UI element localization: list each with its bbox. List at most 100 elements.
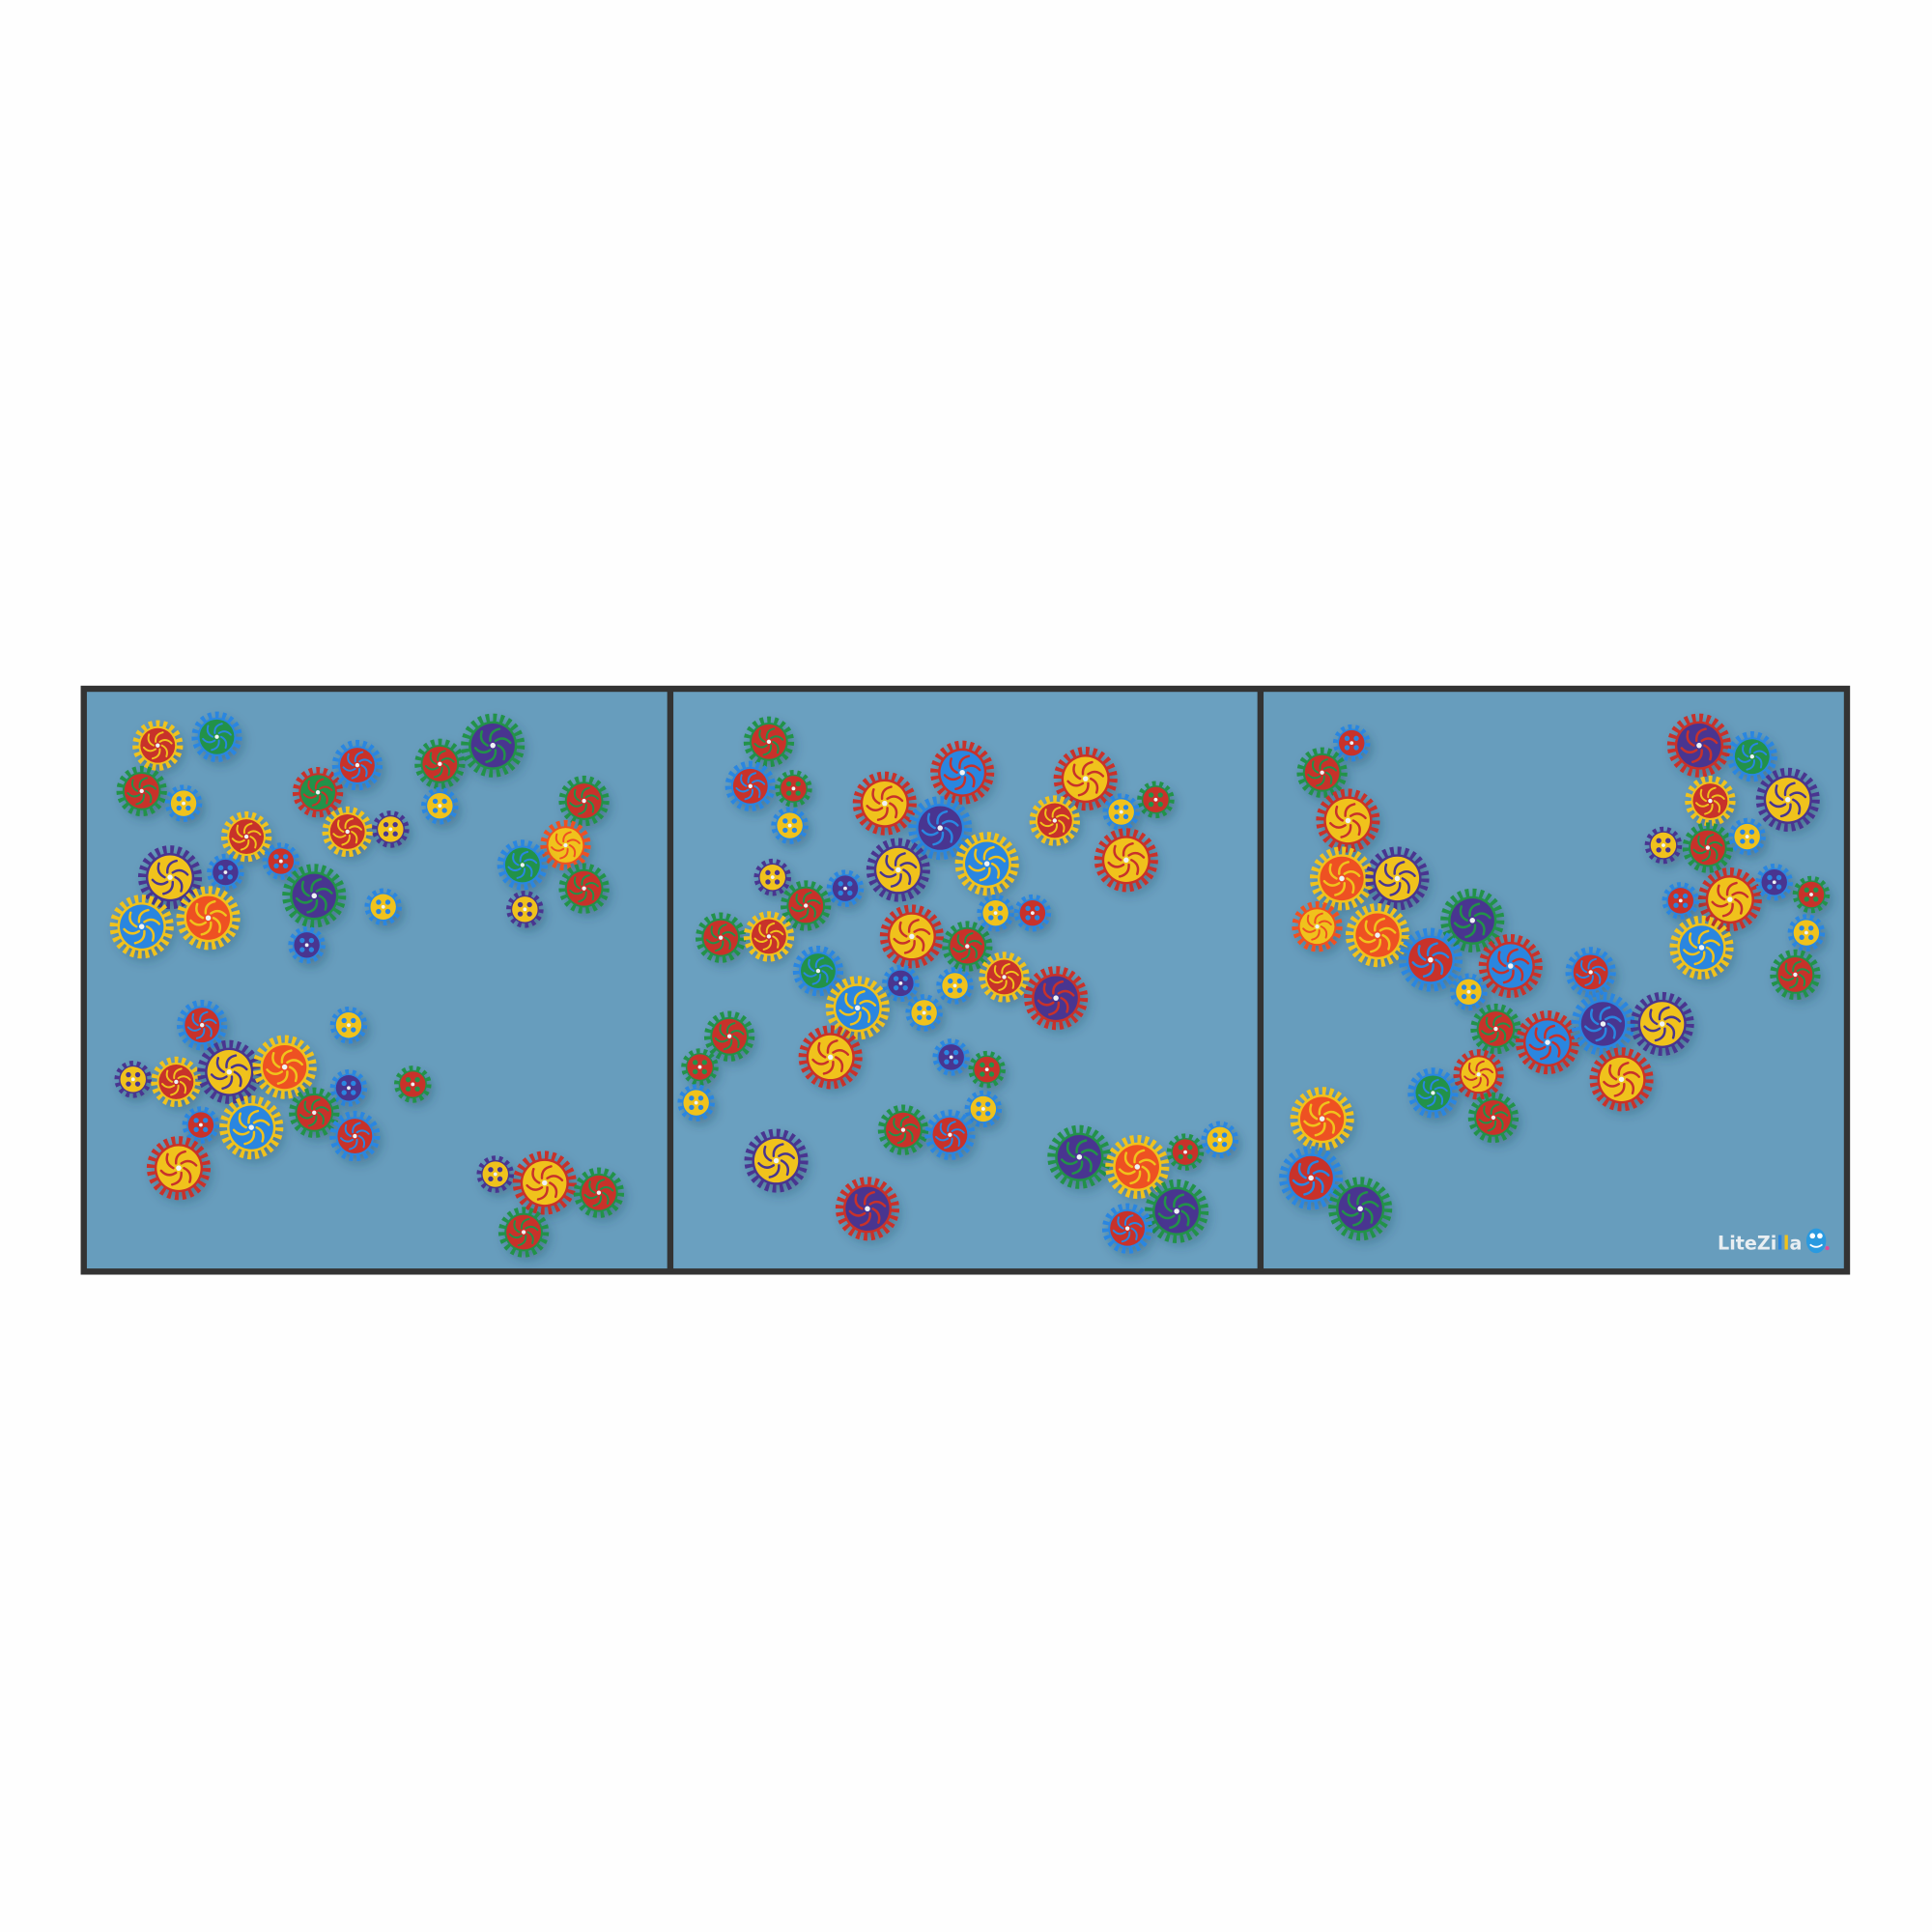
gear-icon bbox=[461, 713, 526, 778]
gear-icon bbox=[753, 858, 792, 896]
gear-icon bbox=[1467, 1092, 1520, 1144]
gear-icon bbox=[364, 888, 402, 926]
gear-icon bbox=[146, 1136, 212, 1201]
gear-icon bbox=[329, 1068, 368, 1107]
brand-logo: LiteZilla bbox=[1718, 1228, 1830, 1254]
gear-icon bbox=[696, 912, 747, 963]
gear-icon bbox=[497, 1207, 550, 1258]
gear-icon bbox=[1697, 867, 1762, 932]
gear-icon bbox=[1166, 1133, 1205, 1171]
mascot-icon bbox=[1805, 1228, 1830, 1254]
gear-icon bbox=[1328, 1177, 1393, 1241]
gear-icon bbox=[322, 806, 373, 858]
gear-icon bbox=[197, 1039, 262, 1104]
gear-icon bbox=[1571, 991, 1635, 1057]
gear-icon bbox=[1105, 1134, 1170, 1199]
gear-icon bbox=[852, 771, 917, 836]
gear-icon bbox=[1345, 903, 1410, 968]
gear-icon bbox=[1094, 828, 1158, 893]
gear-icon bbox=[372, 810, 410, 848]
logo-letter-yellow: l bbox=[1783, 1232, 1790, 1254]
gear-icon bbox=[930, 740, 995, 805]
gear-icon bbox=[1309, 846, 1375, 911]
gear-icon bbox=[1365, 846, 1430, 911]
gear-icon bbox=[1316, 788, 1380, 853]
gear-icon bbox=[1728, 817, 1766, 856]
gear-icon bbox=[835, 1177, 900, 1241]
gear-icon bbox=[1755, 767, 1820, 832]
gear-icon bbox=[151, 1056, 202, 1108]
gear-icon bbox=[1296, 747, 1348, 798]
logo-text: LiteZi bbox=[1718, 1232, 1776, 1254]
gear-icon bbox=[781, 880, 832, 931]
gear-icon bbox=[1201, 1121, 1239, 1159]
gear-icon bbox=[116, 765, 167, 817]
gear-icon bbox=[905, 994, 943, 1032]
gear-icon bbox=[252, 1035, 317, 1099]
gear-icon bbox=[1787, 914, 1826, 952]
gear-icon bbox=[1101, 1203, 1153, 1254]
gear-icon bbox=[1685, 775, 1736, 827]
gear-icon bbox=[1478, 933, 1543, 999]
gear-icon bbox=[1666, 713, 1731, 778]
gear-icon bbox=[558, 775, 610, 827]
gear-icon bbox=[703, 1010, 755, 1062]
gear-icon bbox=[292, 766, 344, 818]
gear-icon bbox=[1662, 882, 1700, 920]
gear-icon bbox=[176, 886, 241, 951]
gear-icon bbox=[220, 810, 272, 863]
svg-text:LiteZilla: LiteZilla bbox=[1718, 1232, 1802, 1254]
gear-icon bbox=[394, 1065, 432, 1103]
gear-icon bbox=[1029, 795, 1081, 846]
gear-icon bbox=[908, 796, 973, 861]
gear-icon bbox=[968, 1050, 1006, 1089]
gear-icon bbox=[924, 1109, 976, 1160]
gear-icon bbox=[681, 1048, 719, 1086]
gear-icon bbox=[1644, 826, 1683, 865]
gear-icon bbox=[331, 739, 384, 791]
gear-icon bbox=[1565, 947, 1616, 998]
gear-icon bbox=[877, 1104, 929, 1155]
gear-icon bbox=[132, 720, 184, 771]
gear-icon bbox=[743, 716, 795, 768]
gear-icon bbox=[1047, 1124, 1112, 1189]
gear-icon bbox=[1137, 781, 1175, 819]
gear-icon bbox=[1589, 1047, 1654, 1112]
gear-icon bbox=[177, 1000, 228, 1051]
gear-icon bbox=[114, 1061, 153, 1098]
gear-icon bbox=[289, 1087, 340, 1138]
gear-icon bbox=[879, 904, 944, 969]
gear-icon bbox=[744, 1128, 809, 1193]
gear-icon bbox=[1398, 927, 1463, 992]
gear-icon bbox=[1669, 915, 1734, 980]
gear-icon bbox=[1332, 724, 1371, 762]
gear-icon bbox=[979, 952, 1030, 1003]
gear-icon bbox=[826, 869, 865, 907]
gear-icon bbox=[1102, 793, 1140, 831]
gear-icon bbox=[942, 921, 993, 972]
gear-icon bbox=[1515, 1010, 1580, 1075]
gear-icon bbox=[1630, 991, 1694, 1057]
gear-icon bbox=[1292, 901, 1343, 952]
gear-icon bbox=[1145, 1179, 1209, 1243]
gear-icon bbox=[1726, 730, 1777, 782]
gear-icon bbox=[164, 784, 203, 822]
panel-3 bbox=[1263, 692, 1844, 1268]
gear-icon bbox=[262, 842, 300, 880]
gear-icon bbox=[724, 760, 776, 811]
gear-icon bbox=[825, 976, 890, 1040]
gear-icon bbox=[1770, 949, 1821, 1001]
gear-icon bbox=[866, 838, 930, 902]
gear-icon bbox=[954, 832, 1019, 896]
gear-icon bbox=[414, 738, 466, 789]
gear-icon bbox=[677, 1084, 715, 1122]
gear-icon bbox=[329, 1006, 368, 1044]
gear-icon bbox=[1279, 1146, 1344, 1210]
gear-icon bbox=[421, 786, 459, 825]
logo-letter: a bbox=[1789, 1232, 1802, 1254]
gear-icon bbox=[1053, 747, 1118, 811]
gear-icon bbox=[540, 819, 591, 871]
gear-icon bbox=[1682, 822, 1734, 873]
